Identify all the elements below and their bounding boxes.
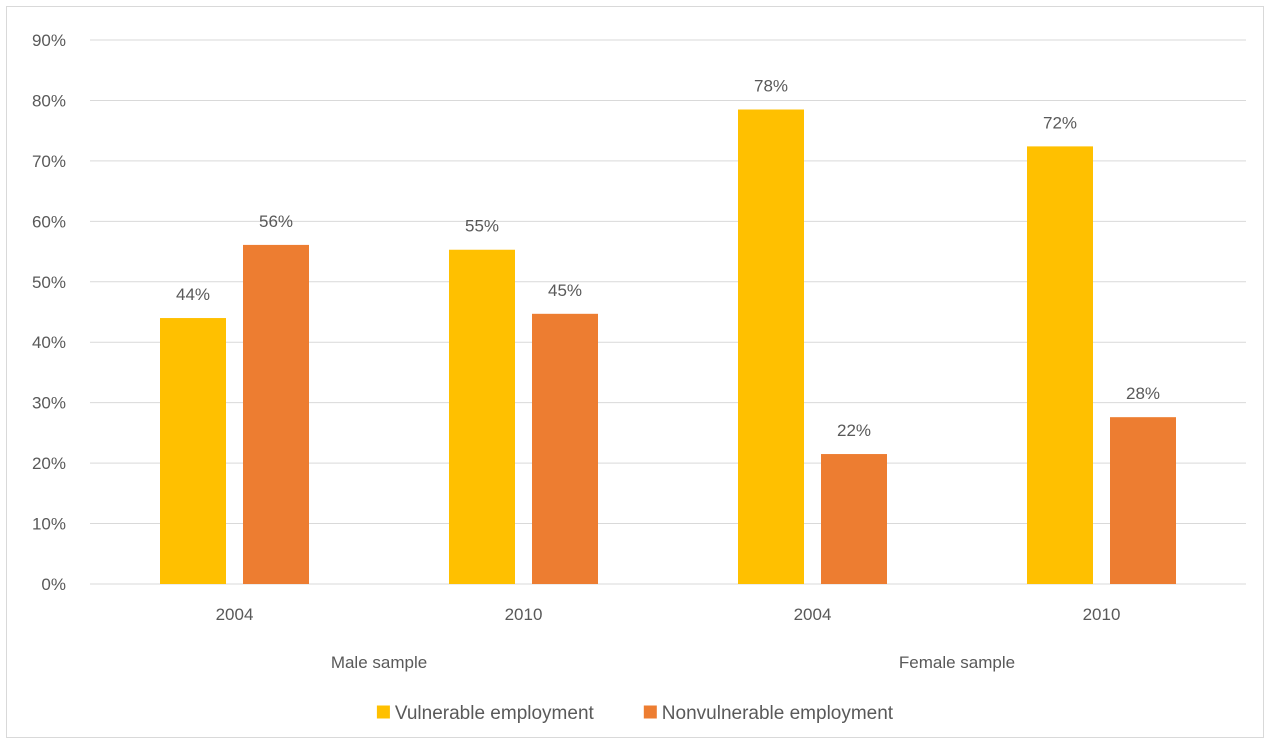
legend-label: Nonvulnerable employment	[662, 703, 894, 724]
y-tick-label: 30%	[32, 394, 66, 413]
x-tick-label: 2004	[216, 605, 254, 624]
data-label: 45%	[548, 281, 582, 300]
bars	[160, 109, 1176, 585]
data-label: 78%	[754, 77, 788, 96]
y-tick-label: 60%	[32, 212, 66, 231]
bar-nonvulnerable	[821, 454, 887, 584]
y-tick-label: 10%	[32, 515, 66, 534]
bar-nonvulnerable	[243, 244, 309, 584]
y-tick-label: 50%	[32, 273, 66, 292]
y-tick-label: 20%	[32, 454, 66, 473]
x-tick-label: 2004	[794, 605, 832, 624]
x-axis-group-labels: Male sample Female sample	[331, 653, 1015, 672]
legend-swatch	[376, 705, 390, 719]
bar-nonvulnerable	[532, 313, 598, 584]
bar-vulnerable	[738, 109, 804, 584]
x-tick-label: 2010	[1083, 605, 1121, 624]
group-label: Male sample	[331, 653, 427, 672]
y-tick-label: 90%	[32, 31, 66, 50]
data-label: 55%	[465, 217, 499, 236]
bar-vulnerable	[449, 249, 515, 584]
legend: Vulnerable employment Nonvulnerable emplo…	[376, 703, 894, 724]
bar-nonvulnerable	[1110, 417, 1176, 584]
y-tick-label: 80%	[32, 91, 66, 110]
data-labels: 44% 56% 55% 45% 78% 22% 72% 28%	[176, 77, 1160, 441]
y-tick-label: 0%	[41, 575, 66, 594]
data-label: 44%	[176, 285, 210, 304]
x-tick-label: 2010	[505, 605, 543, 624]
legend-label: Vulnerable employment	[395, 703, 595, 724]
data-label: 72%	[1043, 113, 1077, 132]
bar-vulnerable	[1027, 146, 1093, 585]
data-label: 28%	[1126, 384, 1160, 403]
data-label: 56%	[259, 212, 293, 231]
data-label: 22%	[837, 421, 871, 440]
y-tick-label: 70%	[32, 152, 66, 171]
y-tick-label: 40%	[32, 333, 66, 352]
group-label: Female sample	[899, 653, 1015, 672]
y-axis-tick-labels: 0% 10% 20% 30% 40% 50% 60% 70% 80% 90%	[32, 31, 66, 594]
bar-vulnerable	[160, 318, 226, 584]
legend-swatch	[643, 705, 657, 719]
x-axis-tick-labels: 2004 2010 2004 2010	[216, 605, 1121, 624]
